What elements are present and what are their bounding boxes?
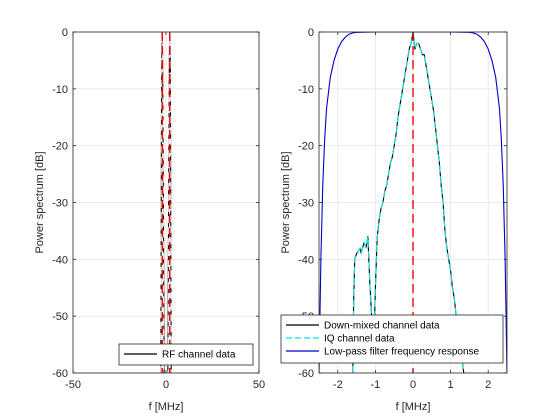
y-tick-label: -10 [52,84,68,96]
legend-label: Low-pass filter frequency response [324,347,480,358]
y-tick-label: -50 [52,311,68,323]
x-tick-label: -50 [65,379,81,391]
series-line-iq-channel-data [352,32,465,373]
left-subplot: -50 0 500-10-20-30-40-50-60f [MHz]Power sp… [34,27,265,413]
x-tick-label: 50 [253,379,265,391]
x-tick-label: 0 [163,379,169,391]
y-tick-label: 0 [308,27,314,39]
y-tick-label: 0 [62,27,68,39]
series-line-marker-2 [161,32,171,373]
y-tick-label: -10 [298,84,314,96]
y-tick-label: -20 [298,141,314,153]
x-tick-label: -2 [333,379,343,391]
legend-box [280,314,504,364]
legend-label: RF channel data [162,350,236,361]
y-tick-label: -40 [298,254,314,266]
legend-box [118,343,254,366]
x-tick-label: -1 [371,379,381,391]
series-line-low-pass-filter-frequency-response [319,32,507,373]
y-tick-label: -20 [52,141,68,153]
legend: RF channel data [118,343,254,366]
x-tick-label: 1 [448,379,454,391]
y-tick-label: -60 [298,368,314,380]
y-tick-label: -60 [52,368,68,380]
y-tick-label: -40 [52,254,68,266]
x-tick-label: 0 [410,379,416,391]
legend-label: Down-mixed channel data [324,321,440,332]
y-axis-label: Power spectrum [dB] [34,151,46,253]
y-tick-label: -30 [298,198,314,210]
x-axis-label: f [MHz] [149,401,184,413]
y-tick-label: -30 [52,198,68,210]
legend-label: IQ channel data [324,334,395,345]
x-axis-label: f [MHz] [396,401,431,413]
legend: Down-mixed channel data IQ channel data Lo… [280,314,504,364]
y-axis-label: Power spectrum [dB] [280,151,292,253]
x-tick-label: 2 [485,379,491,391]
